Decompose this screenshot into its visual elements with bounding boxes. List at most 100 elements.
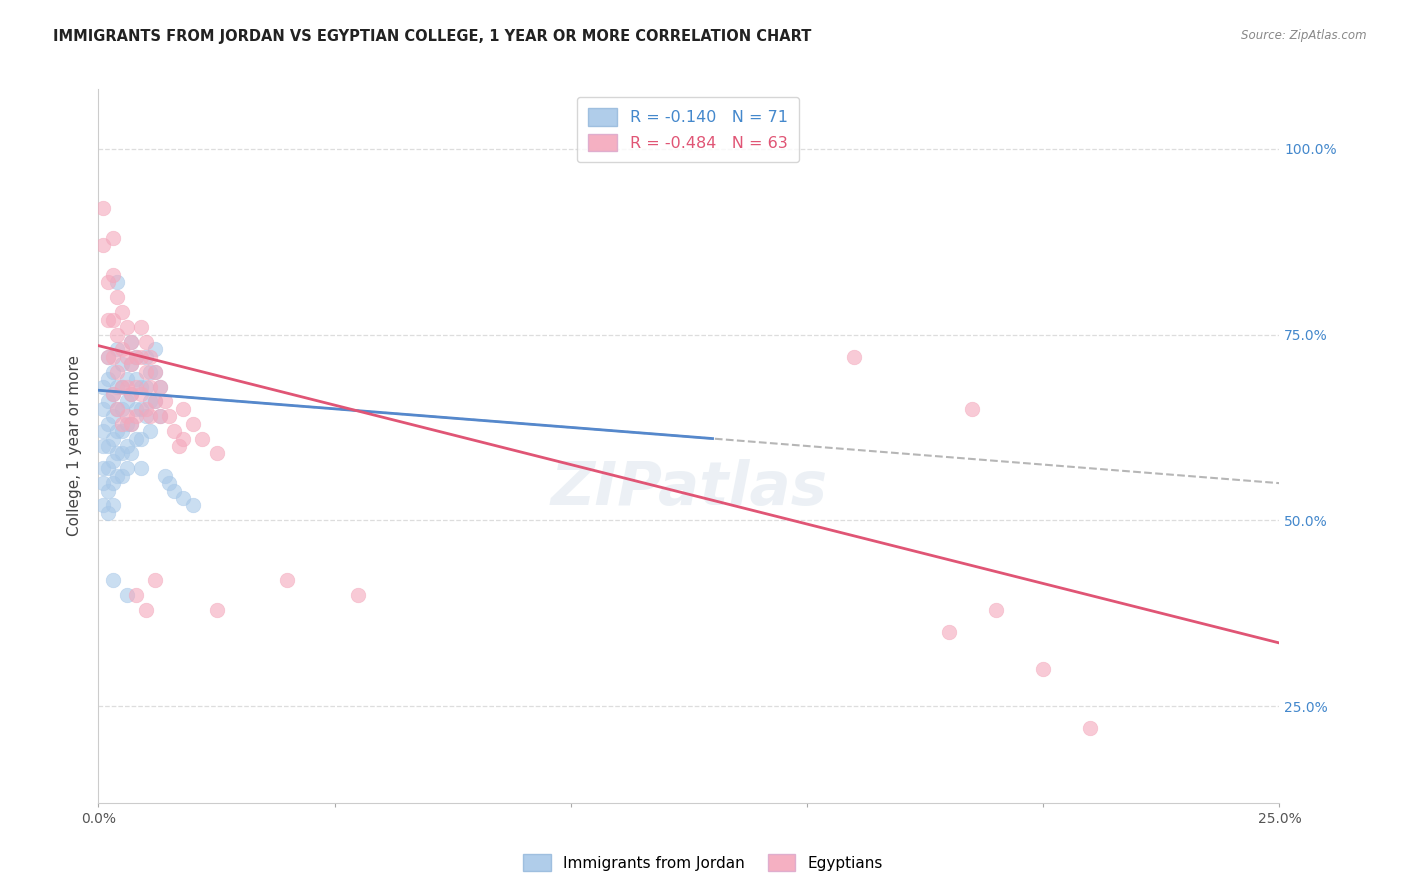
Point [135,409,157,424]
Point [101,499,124,513]
Point [97,276,120,290]
Point [135,350,157,364]
Point [121,387,143,401]
Point [139,409,162,424]
Point [97,350,120,364]
Point [97,506,120,520]
Legend: Immigrants from Jordan, Egyptians: Immigrants from Jordan, Egyptians [517,848,889,877]
Point [143,394,166,409]
Point [101,387,124,401]
Point [105,424,128,438]
Point [157,409,180,424]
Point [205,446,228,460]
Point [347,588,370,602]
Point [115,350,138,364]
Point [97,483,120,498]
Point [172,432,194,446]
Point [97,461,120,475]
Point [121,417,143,431]
Point [163,483,186,498]
Point [97,394,120,409]
Point [111,379,134,393]
Point [111,417,134,431]
Point [129,432,152,446]
Point [115,409,138,424]
Point [121,357,143,371]
Point [101,476,124,491]
Point [115,588,138,602]
Point [125,350,148,364]
Point [101,454,124,468]
Point [105,401,128,416]
Point [153,468,176,483]
Point [91,499,114,513]
Point [125,350,148,364]
Point [143,365,166,379]
Point [105,343,128,357]
Point [276,573,298,587]
Point [111,357,134,371]
Point [97,312,120,326]
Point [101,231,124,245]
Point [105,290,128,304]
Point [125,409,148,424]
Point [143,394,166,409]
Point [149,379,172,393]
Point [115,372,138,386]
Point [125,432,148,446]
Point [115,439,138,453]
Point [157,476,180,491]
Point [125,588,148,602]
Point [91,439,114,453]
Point [135,602,157,616]
Point [129,379,152,393]
Point [139,350,162,364]
Point [143,573,166,587]
Point [181,417,204,431]
Point [111,305,134,319]
Point [105,276,128,290]
Point [135,401,157,416]
Point [1080,722,1102,736]
Point [1032,662,1054,676]
Point [938,624,960,639]
Point [172,491,194,505]
Text: ZIPatlas: ZIPatlas [550,459,828,518]
Point [105,446,128,460]
Point [121,387,143,401]
Point [121,446,143,460]
Point [143,343,166,357]
Point [115,320,138,334]
Point [135,365,157,379]
Point [139,424,162,438]
Point [111,379,134,393]
Point [105,468,128,483]
Point [101,432,124,446]
Point [129,387,152,401]
Y-axis label: College, 1 year or more: College, 1 year or more [67,356,83,536]
Point [101,350,124,364]
Point [139,365,162,379]
Point [125,401,148,416]
Point [205,602,228,616]
Point [121,334,143,349]
Point [101,387,124,401]
Point [139,379,162,393]
Point [143,365,166,379]
Point [125,379,148,393]
Point [97,372,120,386]
Point [91,424,114,438]
Point [105,365,128,379]
Point [121,334,143,349]
Point [91,401,114,416]
Point [101,365,124,379]
Point [844,350,866,364]
Point [172,401,194,416]
Point [149,409,172,424]
Point [111,446,134,460]
Point [121,357,143,371]
Text: Source: ZipAtlas.com: Source: ZipAtlas.com [1241,29,1367,42]
Point [101,409,124,424]
Point [105,401,128,416]
Point [111,401,134,416]
